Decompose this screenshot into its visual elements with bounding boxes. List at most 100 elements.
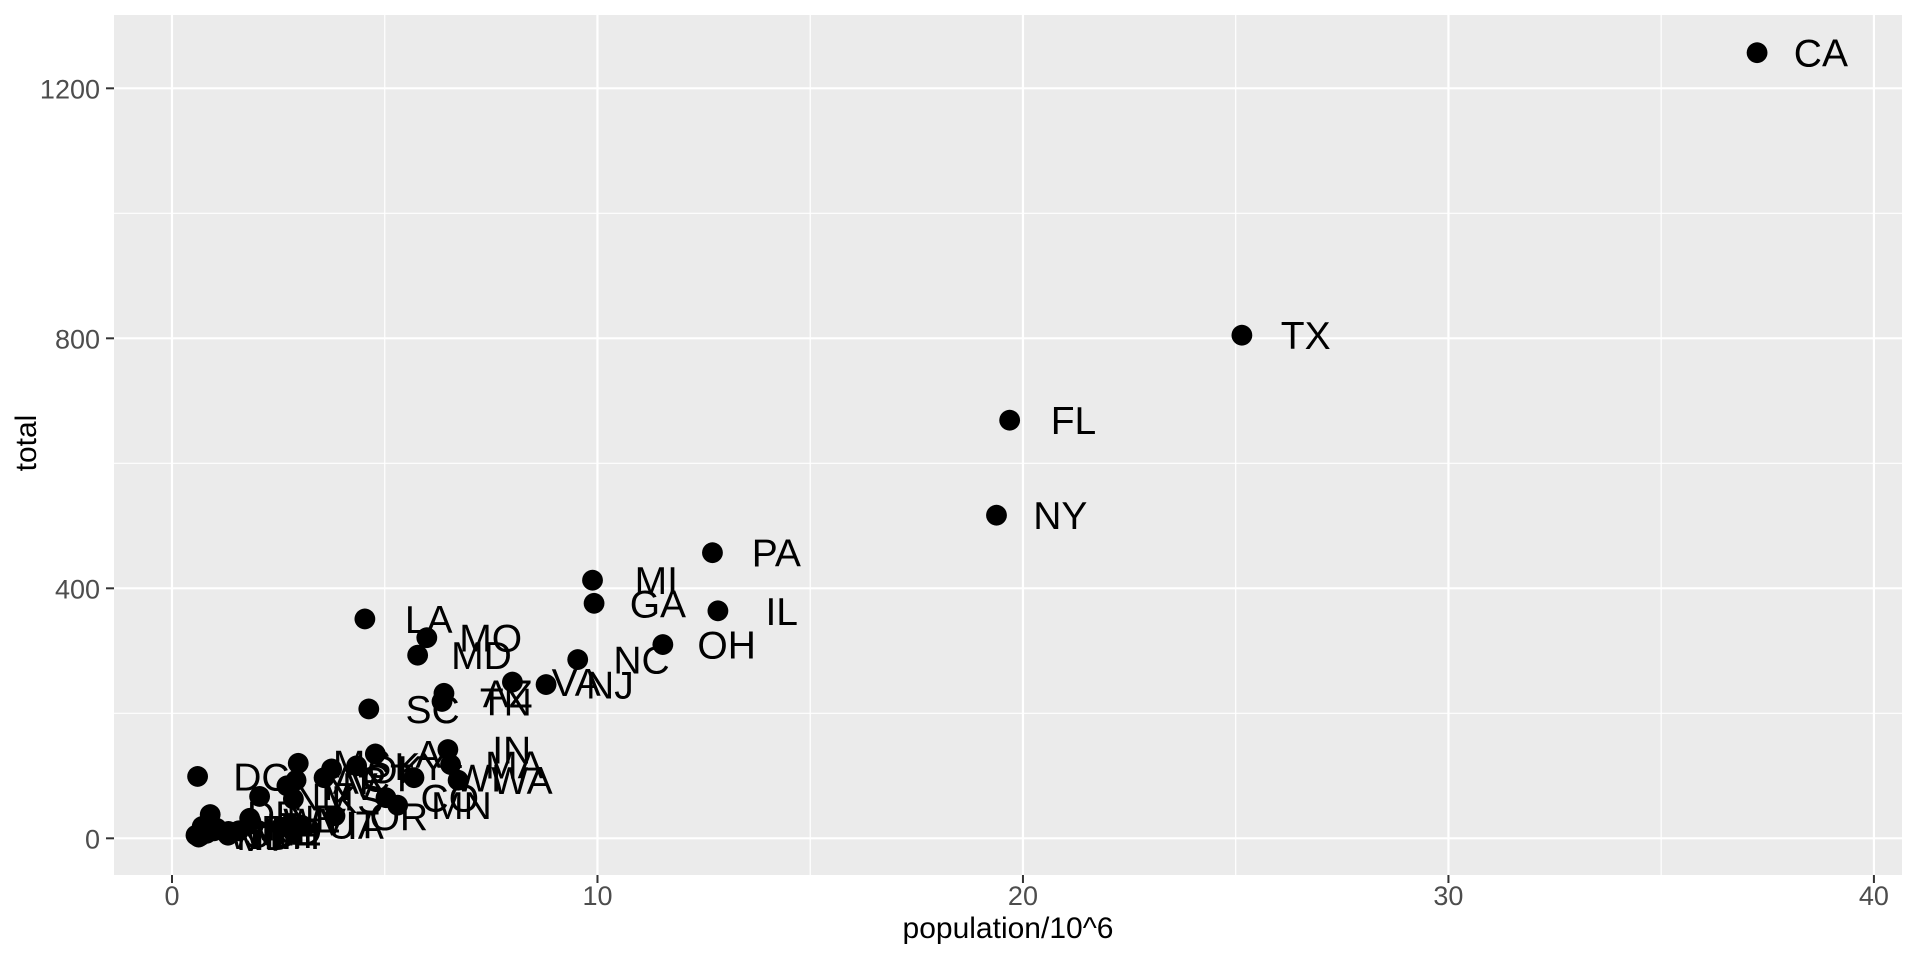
data-point-MD [407,644,429,666]
point-label-NV: NV [324,766,378,809]
y-axis-tick-labels: 0 400 800 1200 [40,74,100,854]
point-label-OH: OH [697,625,756,668]
data-point-WV [240,811,262,832]
data-point-NY [986,504,1007,526]
y-tick-label: 400 [55,574,100,604]
point-label-MT: MT [250,811,306,854]
data-point-AL [364,743,386,765]
data-point-GA [583,592,605,614]
point-label-IL: IL [765,591,798,634]
point-label-SC: SC [406,689,460,732]
data-point-MI [582,569,603,591]
point-label-WY: WY [228,815,291,858]
point-label-RI: RI [261,808,300,851]
point-label-VT: VT [238,817,288,860]
panel-background [114,15,1902,875]
point-label-ND: ND [236,816,292,859]
y-tick-label: 1200 [40,74,100,104]
data-point-IL [707,600,729,622]
grid-major-lines [114,15,1902,875]
data-point-WY [185,824,207,846]
point-label-NC: NC [613,640,669,683]
x-tick-label: 10 [582,881,612,911]
point-label-HI: HI [274,814,313,857]
point-label-OR: OR [370,796,429,839]
y-axis-title: total [10,415,43,472]
point-label-NY: NY [1033,495,1087,538]
point-label-OK: OK [367,749,423,792]
data-point-SC [358,698,380,720]
axis-tick-marks [106,87,1875,883]
data-point-NM [249,786,271,807]
data-point-MO [416,627,438,649]
data-points [185,42,1768,848]
point-label-GA: GA [630,583,686,626]
data-point-CA [1746,42,1768,64]
point-label-LA: LA [405,599,453,642]
point-label-WI: WI [454,758,502,801]
grid-minor-lines [114,15,1902,875]
point-label-WV: WV [283,801,346,844]
data-point-FL [999,409,1021,431]
data-point-VA [502,671,523,693]
point-label-AZ: AZ [483,673,533,716]
point-label-DE: DE [247,795,301,838]
point-label-TN: TN [480,681,532,724]
data-point-WI [403,767,425,789]
point-label-PA: PA [752,533,801,576]
point-label-MA: MA [485,745,544,788]
x-tick-label: 30 [1433,881,1463,911]
point-label-MO: MO [459,618,522,661]
point-label-UT: UT [327,805,379,848]
point-label-WA: WA [491,760,552,803]
data-point-OH [652,634,674,655]
data-point-LA [354,608,376,630]
point-label-FL: FL [1051,400,1097,443]
point-label-AR: AR [333,760,387,803]
point-label-ME: ME [263,811,322,854]
data-point-MN [387,794,409,816]
point-label-MS: MS [333,743,392,786]
x-axis-tick-labels: 0 10 20 30 40 [164,881,1888,911]
y-tick-label: 800 [55,324,100,354]
x-axis-title: population/10^6 [903,912,1114,945]
data-point-NJ [535,674,557,695]
point-label-NE: NE [286,798,340,841]
point-label-AL: AL [415,734,463,777]
data-point-DC [187,766,208,787]
point-label-VA: VA [552,662,601,705]
x-tick-label: 0 [164,881,179,911]
data-point-KY [346,755,368,777]
point-label-NM: NM [293,776,354,819]
data-point-NC [567,649,589,670]
data-point-UT [279,814,300,835]
point-label-MD: MD [451,635,512,678]
data-point-OK [321,758,343,780]
point-label-CA: CA [1794,33,1848,76]
data-point-TN [431,691,453,712]
point-label-CO: CO [421,778,480,821]
data-point-PA [702,542,723,564]
data-point-WA [447,769,469,791]
point-label-ID: ID [283,811,322,854]
point-label-MN: MN [431,785,492,828]
point-label-KS: KS [331,779,383,822]
point-label-DC: DC [233,756,289,799]
point-label-AK: AK [240,806,292,849]
point-label-NH: NH [264,815,320,858]
x-tick-label: 20 [1008,881,1038,911]
point-label-CT: CT [362,758,414,801]
point-label-SD: SD [243,813,297,856]
point-label-NJ: NJ [586,665,634,708]
data-point-OR [324,805,346,827]
data-point-NV [276,775,298,797]
point-label-KY: KY [394,746,446,789]
point-label-IA: IA [347,805,384,848]
point-label-IN: IN [492,730,531,773]
x-tick-label: 40 [1859,881,1889,911]
data-point-TX [1231,324,1253,346]
point-label-MI: MI [635,560,678,603]
